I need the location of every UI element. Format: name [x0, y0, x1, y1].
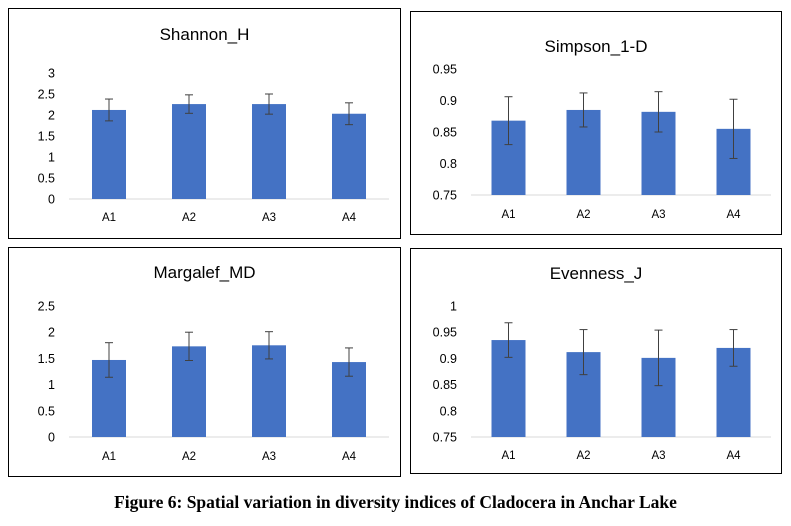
error-bar	[654, 91, 663, 133]
error-bar	[185, 94, 193, 114]
y-tick-label: 1	[450, 300, 457, 314]
y-tick-label: 1.5	[38, 130, 55, 144]
x-category-label: A3	[651, 450, 665, 462]
y-tick-label: 1	[48, 378, 55, 392]
y-tick-label: 1.5	[38, 352, 55, 366]
y-tick-label: 3	[48, 67, 55, 81]
y-tick-label: 0.8	[440, 157, 457, 171]
chart-svg-evenness: Evenness_J 0.75 0.8 0.85 0.9 0.95 1 A1 A2 A3 A4	[433, 264, 771, 462]
chart-svg-shannon: Shannon_H 0 0.5 1 1.5 2 2.5 3 A1 A2 A3 A4	[38, 25, 389, 224]
chart-svg-margalef: Margalef_MD 0 0.5 1 1.5 2 2.5 A1 A2 A3 A4	[38, 263, 389, 463]
chart-svg-simpson: Simpson_1-D 0.75 0.8 0.85 0.9 0.95 A1 A2 A3 A4	[433, 37, 771, 221]
chart-panel-simpson: Simpson_1-D 0.75 0.8 0.85 0.9 0.95 A1 A2 A3 A4	[410, 11, 782, 235]
figure-caption: Figure 6: Spatial variation in diversity…	[114, 492, 677, 512]
y-tick-label: 2	[48, 109, 55, 123]
x-category-label: A2	[576, 450, 590, 462]
error-bar	[105, 98, 113, 122]
error-bar	[105, 342, 113, 378]
error-bar	[265, 93, 273, 115]
x-category-label: A4	[726, 450, 741, 462]
error-bar	[504, 96, 513, 146]
error-bar	[729, 98, 738, 159]
error-bar	[579, 329, 588, 376]
y-tick-label: 2	[48, 326, 55, 340]
chart-title: Simpson_1-D	[545, 37, 648, 56]
y-tick-label: 2.5	[38, 300, 55, 314]
x-category-label: A1	[102, 212, 116, 224]
y-tick-label: 0.9	[440, 352, 457, 366]
y-tick-label: 0.5	[38, 404, 55, 418]
bar	[92, 109, 126, 199]
x-category-label: A4	[726, 209, 741, 221]
y-tick-label: 0.95	[433, 63, 457, 77]
y-tick-label: 1	[48, 151, 55, 165]
y-tick-label: 0.85	[433, 378, 457, 392]
y-tick-label: 0	[48, 193, 55, 207]
x-category-label: A2	[576, 209, 590, 221]
x-category-label: A1	[501, 450, 515, 462]
error-bar	[345, 102, 353, 126]
y-tick-label: 0.85	[433, 126, 457, 140]
x-category-label: A4	[342, 212, 357, 224]
x-category-label: A3	[651, 209, 665, 221]
y-tick-label: 0.75	[433, 189, 457, 203]
x-category-label: A1	[102, 451, 116, 463]
y-tick-label: 0.95	[433, 326, 457, 340]
chart-title: Shannon_H	[160, 25, 250, 44]
error-bar	[185, 331, 193, 361]
x-category-label: A3	[262, 212, 276, 224]
chart-title: Evenness_J	[550, 264, 643, 283]
bar	[252, 104, 286, 199]
y-tick-label: 0.75	[433, 431, 457, 445]
error-bar	[729, 329, 738, 367]
bar	[172, 104, 206, 199]
x-category-label: A2	[182, 212, 196, 224]
chart-panel-margalef: Margalef_MD 0 0.5 1 1.5 2 2.5 A1 A2 A3 A4	[8, 247, 401, 477]
bar	[332, 113, 366, 199]
y-tick-label: 0.9	[440, 94, 457, 108]
y-tick-label: 0.5	[38, 172, 55, 186]
error-bar	[265, 331, 273, 360]
error-bar	[654, 329, 663, 387]
x-category-label: A1	[501, 209, 515, 221]
error-bar	[579, 92, 588, 128]
y-tick-label: 0.8	[440, 404, 457, 418]
error-bar	[345, 347, 353, 377]
error-bar	[504, 322, 513, 358]
x-category-label: A2	[182, 451, 196, 463]
bar	[172, 346, 206, 437]
chart-title: Margalef_MD	[153, 263, 255, 282]
x-category-label: A3	[262, 451, 276, 463]
y-tick-label: 0	[48, 431, 55, 445]
bar	[252, 345, 286, 437]
chart-panel-shannon: Shannon_H 0 0.5 1 1.5 2 2.5 3 A1 A2 A3 A4	[8, 8, 401, 239]
x-category-label: A4	[342, 451, 357, 463]
y-tick-label: 2.5	[38, 88, 55, 102]
chart-panel-evenness: Evenness_J 0.75 0.8 0.85 0.9 0.95 1 A1 A2 A3 A4	[410, 248, 782, 474]
